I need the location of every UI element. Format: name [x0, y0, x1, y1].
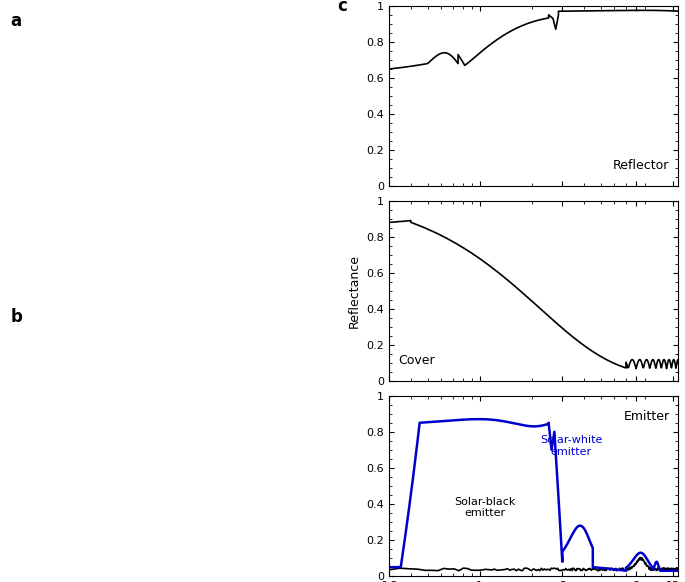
Text: Cover: Cover [398, 354, 434, 367]
Y-axis label: Reflectance: Reflectance [348, 254, 361, 328]
Text: c: c [337, 0, 347, 15]
Text: Emitter: Emitter [623, 410, 669, 423]
Text: b: b [10, 308, 23, 326]
Text: Solar-white
emitter: Solar-white emitter [540, 435, 602, 457]
Text: Solar-black
emitter: Solar-black emitter [454, 497, 515, 519]
Text: Reflector: Reflector [613, 159, 669, 172]
Text: a: a [10, 12, 22, 30]
